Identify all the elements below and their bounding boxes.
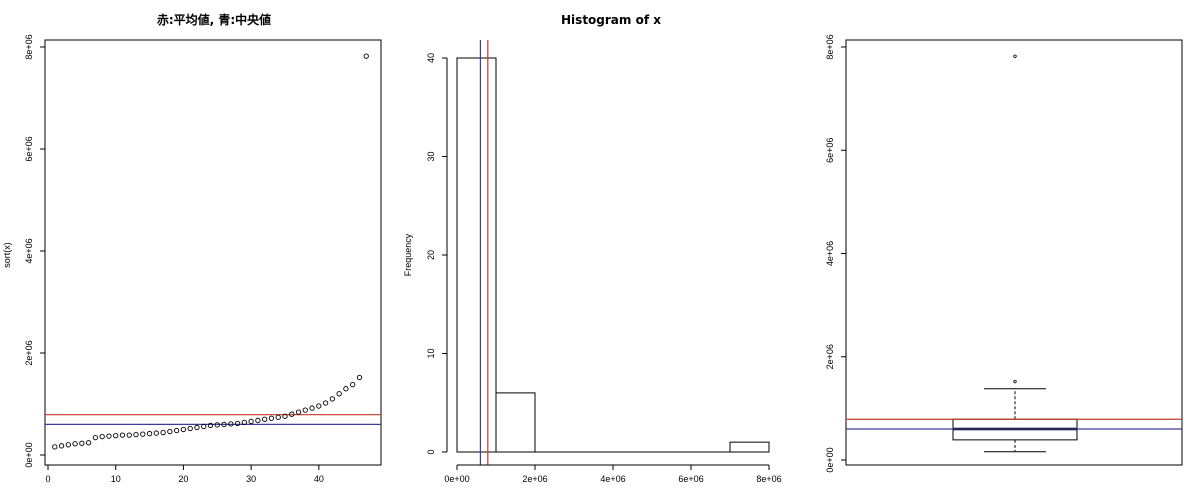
data-point — [295, 409, 302, 415]
y-tick-label: 30 — [426, 151, 436, 161]
x-tick-label: 40 — [314, 474, 324, 484]
plot-frame — [44, 39, 382, 466]
y-tick-label: 10 — [426, 348, 436, 358]
data-point — [146, 430, 153, 437]
data-point — [343, 386, 349, 392]
data-point — [65, 442, 71, 448]
x-tick-label: 6e+06 — [678, 474, 703, 484]
y-tick-label: 40 — [426, 53, 436, 63]
data-point — [241, 419, 248, 426]
panel-title: Histogram of x — [561, 13, 661, 27]
histogram-panel: Histogram of x Frequency 0e+00 2e+06 4e+06… — [403, 13, 782, 484]
y-tick-label: 0e+00 — [24, 442, 34, 467]
data-point — [173, 427, 180, 434]
data-point — [214, 422, 220, 428]
x-tick-label: 0e+00 — [444, 474, 469, 484]
x-tick-label: 20 — [178, 474, 188, 484]
data-point — [140, 431, 146, 437]
y-tick-label: 2e+06 — [825, 344, 835, 369]
data-point — [72, 441, 78, 447]
data-point — [248, 418, 254, 424]
data-point — [255, 417, 261, 423]
y-tick-label: 0e+00 — [825, 447, 835, 472]
data-point — [167, 428, 173, 435]
x-tick-label: 4e+06 — [600, 474, 625, 484]
y-tick-label: 0 — [426, 449, 436, 454]
data-point — [133, 431, 139, 438]
data-point — [302, 407, 308, 413]
data-point — [194, 424, 200, 431]
plot-frame — [845, 39, 1183, 466]
data-point — [187, 425, 193, 432]
histogram-bar — [729, 441, 770, 453]
data-point — [336, 391, 342, 397]
y-tick-label: 4e+06 — [24, 238, 34, 263]
data-point — [113, 432, 119, 439]
data-point — [329, 396, 336, 402]
data-point — [85, 440, 92, 446]
data-point — [363, 53, 369, 59]
histogram-bar — [456, 57, 497, 453]
data-point — [262, 416, 268, 422]
outlier-point — [1013, 379, 1017, 384]
data-point — [309, 405, 315, 411]
x-tick-label: 30 — [246, 474, 256, 484]
data-point — [180, 426, 187, 433]
data-point — [268, 415, 275, 421]
x-tick-label: 10 — [111, 474, 121, 484]
data-point — [275, 414, 281, 420]
data-point — [79, 440, 85, 446]
data-point — [207, 422, 214, 429]
x-tick-label: 0 — [45, 474, 50, 484]
y-tick-label: 20 — [426, 250, 436, 260]
y-tick-label: 6e+06 — [24, 136, 34, 161]
data-point — [316, 403, 322, 409]
y-tick-label: 8e+06 — [24, 34, 34, 59]
panel-title: 赤:平均値, 青:中央値 — [157, 12, 271, 27]
data-point — [52, 444, 58, 450]
data-point — [234, 420, 241, 427]
data-point — [119, 432, 126, 438]
data-point — [160, 429, 166, 436]
y-tick-label: 2e+06 — [24, 340, 34, 365]
data-point — [106, 433, 112, 439]
data-point — [126, 432, 132, 438]
data-point — [282, 413, 288, 419]
data-point — [322, 400, 329, 406]
data-point — [350, 381, 356, 388]
data-point — [228, 421, 234, 427]
y-tick-label: 8e+06 — [825, 34, 835, 59]
data-point — [356, 374, 363, 381]
y-axis-label: sort(x) — [2, 242, 12, 268]
data-point — [58, 443, 65, 449]
data-point — [221, 421, 227, 428]
data-point — [99, 433, 105, 440]
y-tick-label: 4e+06 — [825, 241, 835, 266]
boxplot-panel: 0e+00 2e+06 4e+06 6e+06 8e+06 — [825, 34, 1183, 473]
outlier-point — [1013, 54, 1017, 58]
y-axis-label: Frequency — [403, 233, 413, 276]
data-point — [201, 423, 207, 430]
data-point — [92, 435, 99, 441]
data-point — [153, 430, 159, 436]
x-tick-label: 2e+06 — [522, 474, 547, 484]
sorted-values-panel: 赤:平均値, 青:中央値 sort(x) 0 10 20 30 40 0e+00 2e+06… — [2, 12, 382, 484]
x-tick-label: 8e+06 — [756, 474, 781, 484]
histogram-bar — [495, 392, 536, 453]
data-point — [289, 411, 295, 417]
y-tick-label: 6e+06 — [825, 138, 835, 163]
